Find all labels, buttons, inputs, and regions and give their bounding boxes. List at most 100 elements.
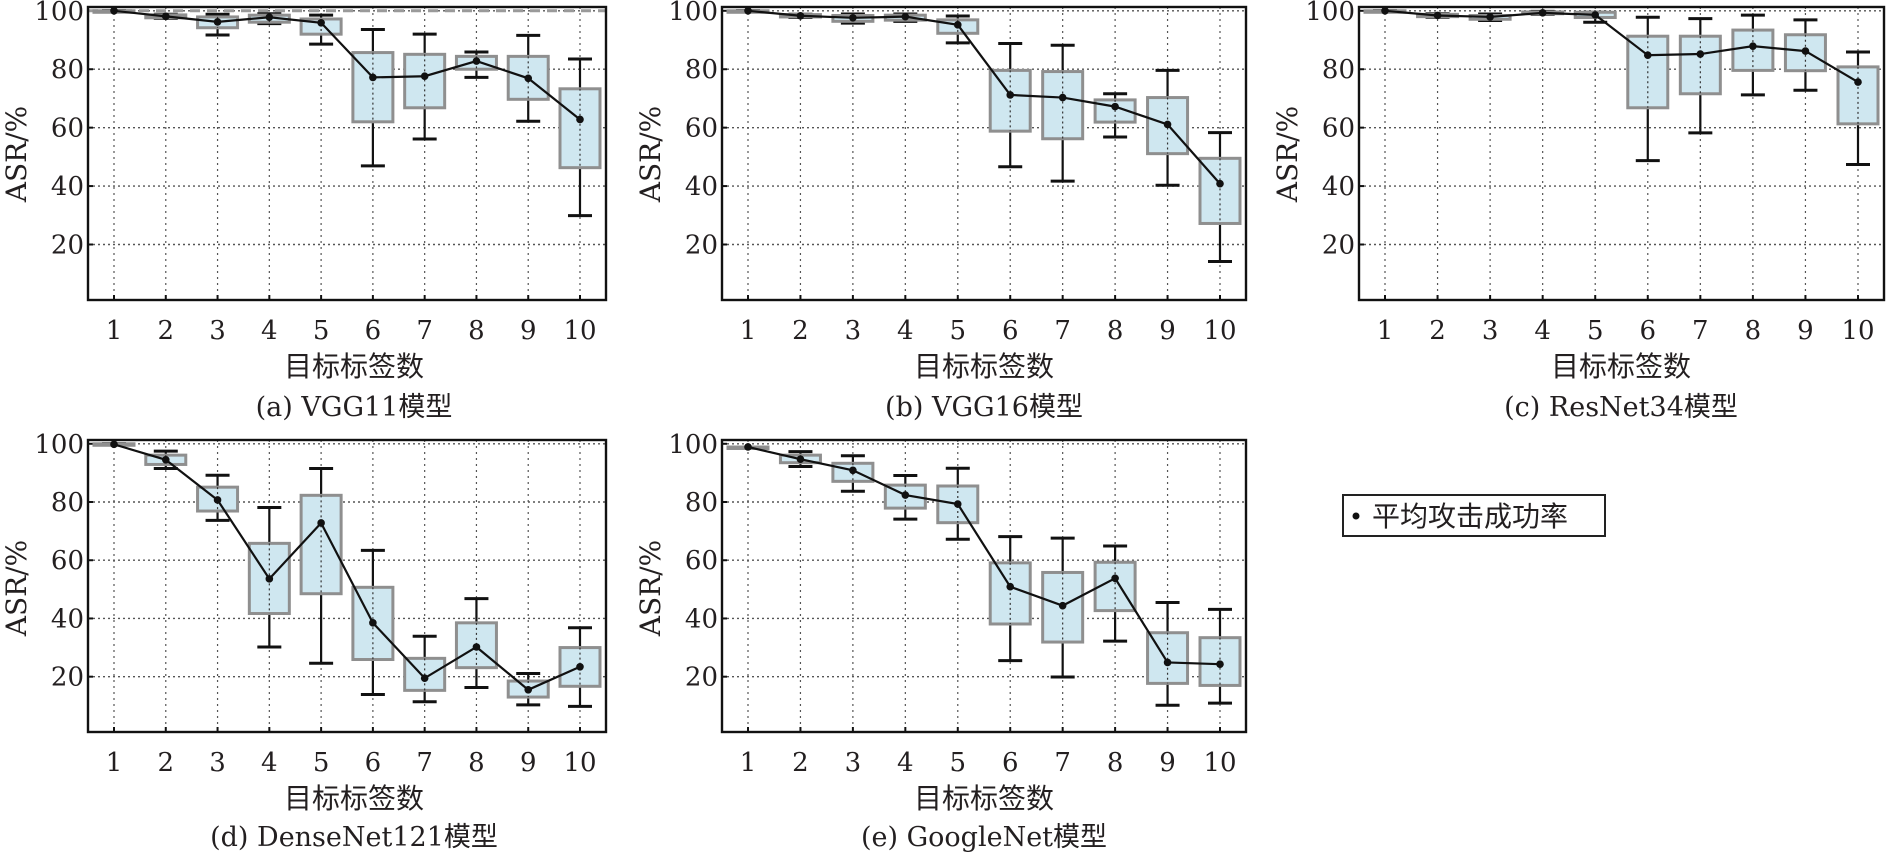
y-tick-label: 40 — [51, 604, 84, 634]
box-10 — [1198, 607, 1242, 705]
box-7 — [1041, 43, 1085, 183]
x-tick-label: 4 — [1534, 316, 1551, 346]
x-tick-label: 9 — [520, 748, 537, 778]
x-tick-label: 4 — [897, 748, 914, 778]
y-tick-label: 100 — [668, 0, 718, 27]
x-tick-label: 8 — [468, 316, 485, 346]
x-tick-label: 7 — [1692, 316, 1709, 346]
x-tick-label: 6 — [1002, 748, 1019, 778]
mean-point — [1163, 120, 1172, 129]
y-axis-label: ASR/% — [1271, 106, 1304, 204]
mean-point — [1111, 574, 1119, 583]
x-tick-label: 3 — [845, 316, 862, 346]
y-tick-label: 80 — [685, 488, 718, 518]
x-tick-label: 6 — [365, 316, 382, 346]
y-tick-label: 100 — [1305, 0, 1355, 27]
legend-label: 平均攻击成功率 — [1372, 500, 1568, 533]
plot-frame — [1357, 5, 1886, 302]
mean-point — [1006, 582, 1015, 591]
mean-point — [849, 14, 857, 22]
x-tick-label: 6 — [1002, 316, 1019, 346]
y-tick-label: 100 — [34, 0, 84, 27]
plot-area: 20 40 60 80 100 1 2 3 4 5 6 7 8 9 10 — [34, 430, 608, 778]
mean-line — [113, 443, 581, 692]
y-tick-label: 80 — [51, 55, 84, 85]
y-axis-label: ASR/% — [0, 106, 33, 204]
plot-frame — [720, 438, 1248, 734]
y-tick-label: 100 — [668, 430, 718, 460]
x-tick-label: 9 — [1159, 748, 1176, 778]
plot-frame — [86, 5, 608, 302]
box-body — [299, 493, 343, 596]
y-tick-label: 60 — [1322, 114, 1355, 144]
y-tick-label: 20 — [51, 663, 84, 693]
panel-googlenet: ASR/% 目标标签数 (e) GoogleNet模型 20 40 60 80 100 1… — [634, 430, 1248, 853]
mean-line — [747, 445, 1221, 666]
x-tick-label: 1 — [1377, 316, 1394, 346]
y-tick-label: 80 — [685, 55, 718, 85]
mean-line — [1384, 9, 1859, 84]
box-6 — [1626, 15, 1670, 163]
mean-point — [744, 443, 752, 451]
y-tick-label: 20 — [685, 663, 718, 693]
box-6 — [988, 42, 1032, 169]
box-body — [403, 52, 447, 110]
mean-point — [1216, 179, 1224, 188]
mean-point — [576, 662, 584, 671]
mean-point — [953, 21, 962, 29]
mean-point — [317, 519, 325, 527]
mean-point — [420, 674, 429, 682]
mean-point — [1381, 6, 1389, 15]
mean-point — [213, 496, 222, 504]
panel-densenet121: ASR/% 目标标签数 (d) DenseNet121模型 20 40 60 80 10… — [0, 430, 608, 853]
x-tick-label: 3 — [209, 748, 226, 778]
x-tick-label: 5 — [313, 748, 330, 778]
x-tick-label: 7 — [1054, 316, 1071, 346]
y-tick-label: 20 — [685, 230, 718, 260]
panel-title: (e) GoogleNet模型 — [861, 822, 1107, 853]
panel-vgg11: ASR/% 目标标签数 (a) VGG11模型 20 40 60 80 100 1 2 3 4 5… — [0, 0, 608, 423]
y-tick-label: 40 — [685, 604, 718, 634]
mean-point — [1111, 102, 1119, 111]
mean-point — [849, 466, 857, 475]
x-tick-label: 9 — [520, 316, 537, 346]
x-tick-label: 10 — [1203, 748, 1236, 778]
mean-point — [317, 18, 325, 27]
mean-point — [1749, 42, 1757, 50]
x-tick-label: 1 — [740, 316, 757, 346]
plot-area: 20 40 60 80 100 1 2 3 4 5 6 7 8 9 10 — [1305, 0, 1886, 346]
mean-point — [369, 619, 377, 627]
mean-point — [1163, 658, 1172, 667]
x-tick-label: 10 — [563, 748, 596, 778]
box-7 — [403, 32, 447, 141]
mean-point — [1058, 93, 1067, 102]
x-tick-label: 9 — [1797, 316, 1814, 346]
x-axis-label: 目标标签数 — [284, 350, 424, 383]
y-tick-label: 80 — [51, 488, 84, 518]
y-tick-label: 40 — [1322, 172, 1355, 202]
mean-point — [161, 455, 170, 464]
panel-title: (d) DenseNet121模型 — [210, 822, 498, 853]
x-tick-label: 8 — [1107, 316, 1124, 346]
mean-point — [1696, 50, 1705, 58]
y-tick-label: 60 — [685, 114, 718, 144]
x-tick-label: 2 — [158, 748, 175, 778]
x-tick-label: 1 — [740, 748, 757, 778]
mean-point — [265, 575, 274, 583]
box-8 — [454, 597, 498, 689]
mean-point — [524, 685, 533, 694]
mean-point — [1216, 660, 1224, 668]
panel-vgg16: ASR/% 目标标签数 (b) VGG16模型 20 40 60 80 100 1 2 3 4 5… — [634, 0, 1248, 423]
x-tick-label: 5 — [950, 316, 967, 346]
x-tick-label: 2 — [792, 748, 809, 778]
mean-point — [1058, 601, 1067, 610]
x-tick-label: 5 — [313, 316, 330, 346]
box-6 — [988, 535, 1032, 663]
x-tick-label: 10 — [1203, 316, 1236, 346]
y-tick-label: 60 — [685, 546, 718, 576]
mean-point — [1538, 9, 1547, 17]
legend: 平均攻击成功率 — [1342, 494, 1606, 537]
